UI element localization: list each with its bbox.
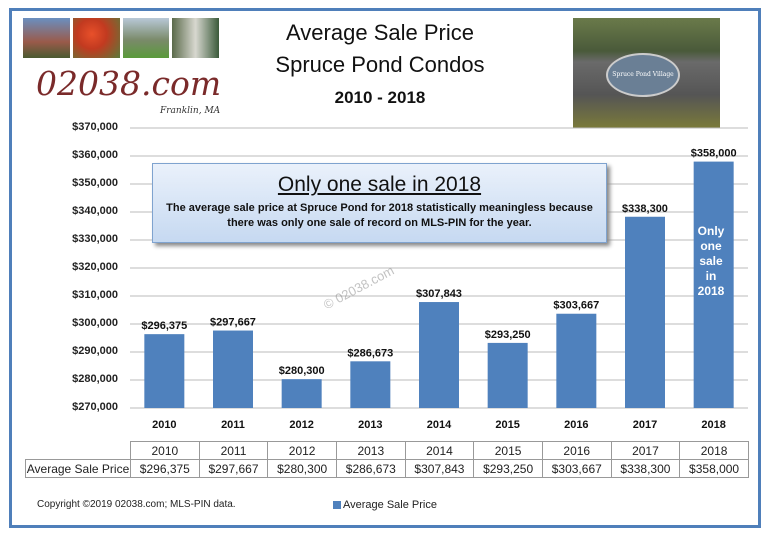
callout-body: The average sale price at Spruce Pond fo… (166, 202, 593, 229)
table-value-cell: $303,667 (541, 459, 612, 478)
bar-2017 (625, 216, 665, 408)
table-header-cell: 2018 (679, 441, 749, 460)
bar-annotation-line: in (705, 269, 717, 283)
bar-2013 (350, 361, 391, 408)
x-tick-label: 2014 (427, 419, 452, 431)
table-header-cell: 2017 (610, 441, 681, 460)
copyright: Copyright ©2019 02038.com; MLS-PIN data. (37, 499, 236, 510)
data-label: $303,667 (553, 300, 599, 312)
bar-annotation-line: sale (699, 254, 723, 268)
logo-subtitle: Franklin, MA (160, 106, 221, 116)
town-photo-strip (23, 18, 219, 58)
bar-2015 (487, 342, 528, 408)
bar-2018 (693, 161, 734, 408)
table-value-cell: $293,250 (473, 459, 543, 478)
table-header-cell: 2013 (335, 441, 406, 460)
data-label: $286,673 (347, 347, 393, 359)
legend: Average Sale Price (333, 499, 437, 511)
table-header-cell: 2011 (198, 441, 269, 460)
chart-title-1: Average Sale Price (286, 20, 474, 45)
y-tick-label: $330,000 (72, 233, 118, 245)
data-label: $293,250 (485, 329, 531, 341)
legend-swatch (333, 501, 341, 509)
data-label: $338,300 (622, 203, 668, 215)
data-label: $307,843 (416, 288, 462, 300)
x-tick-label: 2010 (152, 419, 176, 431)
table-header-cell: 2016 (541, 441, 612, 460)
y-tick-label: $350,000 (72, 177, 118, 189)
data-label: $358,000 (691, 148, 737, 160)
data-label: $296,375 (141, 320, 187, 332)
spruce-pond-sign-photo: Spruce Pond Village (573, 18, 720, 128)
data-label: $280,300 (279, 365, 325, 377)
y-tick-label: $290,000 (72, 345, 118, 357)
bar-2016 (556, 313, 597, 408)
bar-annotation-line: 2018 (697, 284, 725, 298)
table-header-cell: 2014 (404, 441, 475, 460)
table-value-cell: $338,300 (610, 459, 681, 478)
table-value-cell: $280,300 (267, 459, 337, 478)
chart-title-3: 2010 - 2018 (334, 88, 426, 107)
table-value-cell: $297,667 (198, 459, 269, 478)
table-value-cell: $358,000 (679, 459, 749, 478)
callout-box: Only one sale in 2018 The average sale p… (152, 163, 607, 243)
y-tick-label: $370,000 (72, 121, 118, 133)
table-row-label: Average Sale Price (25, 459, 131, 478)
y-tick-label: $270,000 (72, 401, 118, 413)
y-tick-label: $280,000 (72, 373, 118, 385)
bar-2011 (213, 330, 253, 408)
table-value-cell: $307,843 (404, 459, 475, 478)
bar-2010 (144, 334, 185, 408)
bar-2014 (419, 302, 459, 408)
bar-annotation: Only one sale in 2018 (691, 224, 731, 299)
table-header-cell: 2010 (130, 441, 200, 460)
chart-title-2: Spruce Pond Condos (275, 52, 485, 77)
table-value-cell: $286,673 (335, 459, 406, 478)
table-header-cell: 2015 (473, 441, 543, 460)
x-tick-label: 2018 (701, 419, 725, 431)
y-tick-label: $310,000 (72, 289, 118, 301)
data-table: 2010 2011 2012 2013 2014 2015 2016 2017 2018 Ave… (25, 441, 749, 478)
table-header-cell: 2012 (267, 441, 337, 460)
x-tick-label: 2013 (358, 419, 382, 431)
x-tick-label: 2015 (495, 419, 519, 431)
y-tick-label: $340,000 (72, 205, 118, 217)
table-value-cell: $296,375 (130, 459, 200, 478)
y-tick-label: $360,000 (72, 149, 118, 161)
legend-label: Average Sale Price (343, 499, 437, 511)
bar-2012 (281, 379, 322, 408)
sign-text: Spruce Pond Village (606, 53, 680, 97)
callout-heading: Only one sale in 2018 (277, 173, 482, 196)
bar-annotation-line: Only (697, 224, 725, 238)
data-label: $297,667 (210, 317, 256, 329)
x-tick-label: 2011 (221, 419, 245, 431)
x-tick-label: 2017 (633, 419, 657, 431)
x-tick-label: 2012 (289, 419, 313, 431)
site-logo: 02038.com (36, 64, 222, 103)
y-tick-label: $300,000 (72, 317, 118, 329)
y-tick-label: $320,000 (72, 261, 118, 273)
bar-annotation-line: one (700, 239, 722, 253)
x-tick-label: 2016 (564, 419, 588, 431)
